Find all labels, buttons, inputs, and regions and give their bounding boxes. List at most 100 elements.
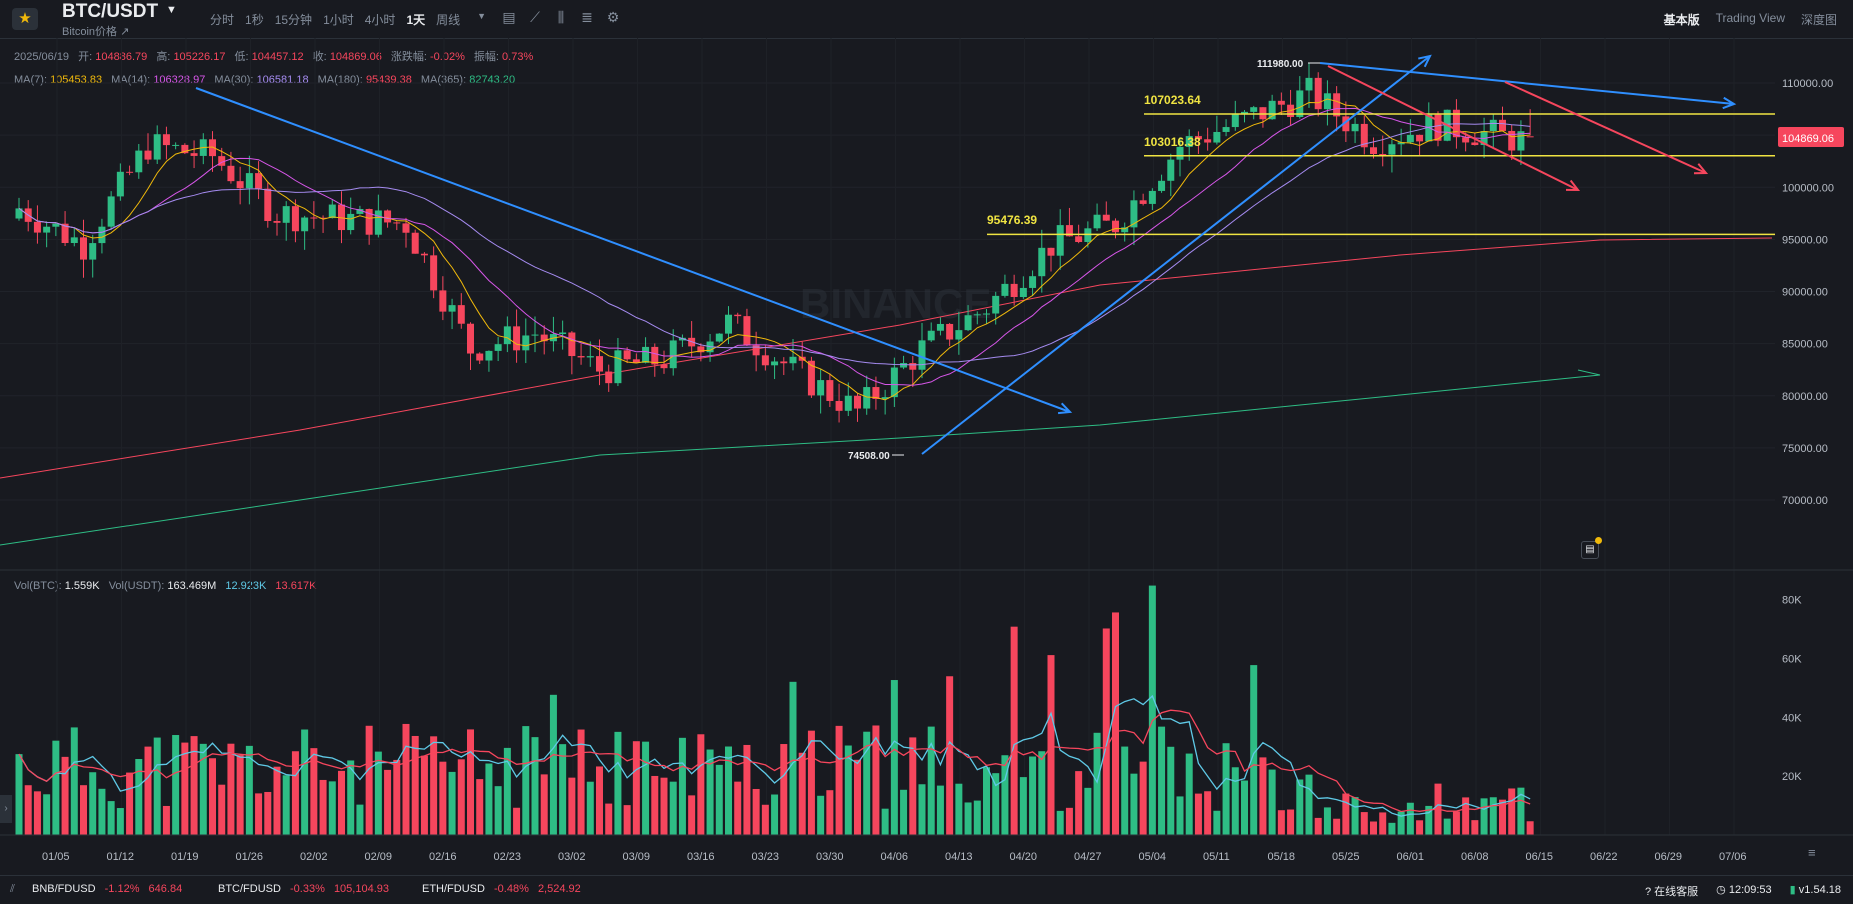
volume-bar: [863, 731, 871, 835]
top-bar: ★ BTC/USDT ▼ Bitcoin价格 ↗ 分时 1秒 15分钟 1小时 …: [0, 0, 1853, 39]
tab-interval-1s[interactable]: 1秒: [245, 13, 264, 27]
candle-body: [909, 363, 917, 370]
candle-body: [1241, 111, 1248, 114]
tab-interval-timeline[interactable]: 分时: [210, 13, 235, 27]
volume-bar: [1370, 821, 1377, 835]
volume-bar: [374, 751, 382, 835]
candle-body: [1462, 137, 1470, 143]
candle-body: [1121, 227, 1129, 233]
volume-bar: [798, 752, 806, 835]
volume-bar: [1406, 802, 1414, 835]
volume-bar: [209, 758, 216, 835]
date-axis-label: 07/06: [1719, 851, 1747, 863]
chart-note-icon[interactable]: ▤: [1581, 541, 1599, 559]
volume-bar: [273, 766, 281, 835]
candle-body: [52, 223, 60, 227]
price-axis-label: 80000.00: [1782, 391, 1828, 403]
favorite-star-icon[interactable]: ★: [12, 8, 38, 30]
ma-line: [18, 98, 1531, 401]
volume-bar: [476, 779, 484, 835]
candle-body: [264, 188, 272, 221]
candle-body: [1084, 228, 1092, 242]
interval-more-icon[interactable]: ▼: [477, 11, 487, 21]
date-axis-label: 03/02: [558, 851, 586, 863]
ma365-value: 82743.20: [469, 74, 516, 86]
candle-body: [1259, 107, 1267, 120]
vol-btc-value: 1.559K: [64, 580, 100, 592]
volume-bar: [1416, 820, 1424, 835]
price-axis-label: 70000.00: [1782, 495, 1828, 507]
candle-body: [669, 340, 677, 369]
volume-bar: [365, 725, 373, 835]
candle-body: [1416, 134, 1424, 142]
candle-body: [1075, 236, 1083, 242]
draw-line-icon[interactable]: ⟋: [530, 9, 540, 25]
candle-body: [384, 210, 392, 223]
candle-body: [1019, 287, 1027, 298]
candle-body: [282, 206, 290, 223]
tab-basic-view[interactable]: 基本版: [1663, 13, 1700, 27]
date-axis-label: 04/13: [945, 851, 973, 863]
volume-bar: [402, 723, 410, 835]
candle-body: [1176, 146, 1184, 160]
volume-bar: [1351, 797, 1359, 835]
volume-bar: [577, 729, 585, 835]
volume-bar: [1130, 773, 1138, 835]
tab-interval-15m[interactable]: 15分钟: [274, 13, 313, 27]
tab-interval-4h[interactable]: 4小时: [364, 13, 396, 27]
candle-body: [420, 253, 428, 256]
volume-bar: [52, 740, 60, 835]
chart-type-icon[interactable]: ⫼: [557, 9, 565, 25]
ticker-item-btc[interactable]: BTC/FDUSD -0.33% 105,104.93: [218, 883, 389, 895]
volume-ma-line: [18, 694, 1531, 817]
gear-icon[interactable]: ⚙: [606, 9, 620, 25]
vol-usdt-label: Vol(USDT):: [108, 580, 165, 592]
date-axis-label: 05/04: [1139, 851, 1167, 863]
volume-bar: [955, 783, 963, 835]
candle-body: [1314, 77, 1322, 110]
price-axis-label: 95000.00: [1782, 234, 1828, 246]
level-2-label: 103016.38: [1144, 135, 1201, 149]
volume-bar: [264, 791, 272, 835]
tab-interval-1d[interactable]: 1天: [406, 13, 426, 27]
symbol-title[interactable]: BTC/USDT: [62, 1, 159, 22]
signal-bars-icon: ▮: [1789, 884, 1796, 896]
volume-axis-label: 20K: [1782, 771, 1802, 783]
candle-body: [688, 337, 696, 347]
indicator-icon[interactable]: ≣: [581, 9, 593, 25]
online-support-link[interactable]: ? 在线客服: [1644, 886, 1699, 898]
current-price-text: 104869.06: [1782, 133, 1834, 145]
ticker-item-bnb[interactable]: BNB/FDUSD -1.12% 646.84: [32, 883, 183, 895]
trend-line: [1504, 81, 1707, 174]
volume-bar: [420, 755, 428, 835]
candle-body: [467, 323, 474, 354]
chart-tools: ▤ ⟋ ⫼ ≣ ⚙: [496, 9, 626, 26]
signal-icon: ⫽: [10, 883, 15, 895]
candle-body: [347, 213, 355, 231]
ohlc-amplitude: 0.73%: [502, 51, 534, 63]
symbol-dropdown-icon[interactable]: ▼: [166, 4, 177, 16]
ohlc-date: 2025/06/19: [14, 51, 70, 63]
volume-bar: [282, 775, 290, 835]
date-axis-label: 01/12: [107, 851, 135, 863]
tab-interval-1h[interactable]: 1小时: [323, 13, 354, 27]
volume-bar: [1241, 780, 1248, 835]
tab-depth-chart[interactable]: 深度图: [1800, 13, 1837, 27]
volume-bar: [448, 771, 456, 835]
candle-body: [245, 173, 253, 189]
low-marker-label: 74508.00: [848, 451, 890, 462]
volume-bar: [319, 779, 327, 835]
volume-bar: [1517, 787, 1525, 835]
candle-body: [319, 217, 327, 219]
axis-settings-icon[interactable]: ≡: [1808, 845, 1816, 860]
tab-tradingview[interactable]: Trading View: [1715, 11, 1785, 25]
tab-interval-1w[interactable]: 周线: [436, 13, 461, 27]
expand-panel-icon[interactable]: ›: [0, 795, 12, 823]
ticker-item-eth[interactable]: ETH/FDUSD -0.48% 2,524.92: [422, 883, 581, 895]
candle-body: [439, 290, 447, 312]
volume-bar: [107, 801, 115, 835]
volume-bar: [992, 773, 1000, 835]
symbol-subtitle[interactable]: Bitcoin价格 ↗: [62, 26, 130, 38]
calendar-icon[interactable]: ▤: [502, 9, 516, 25]
